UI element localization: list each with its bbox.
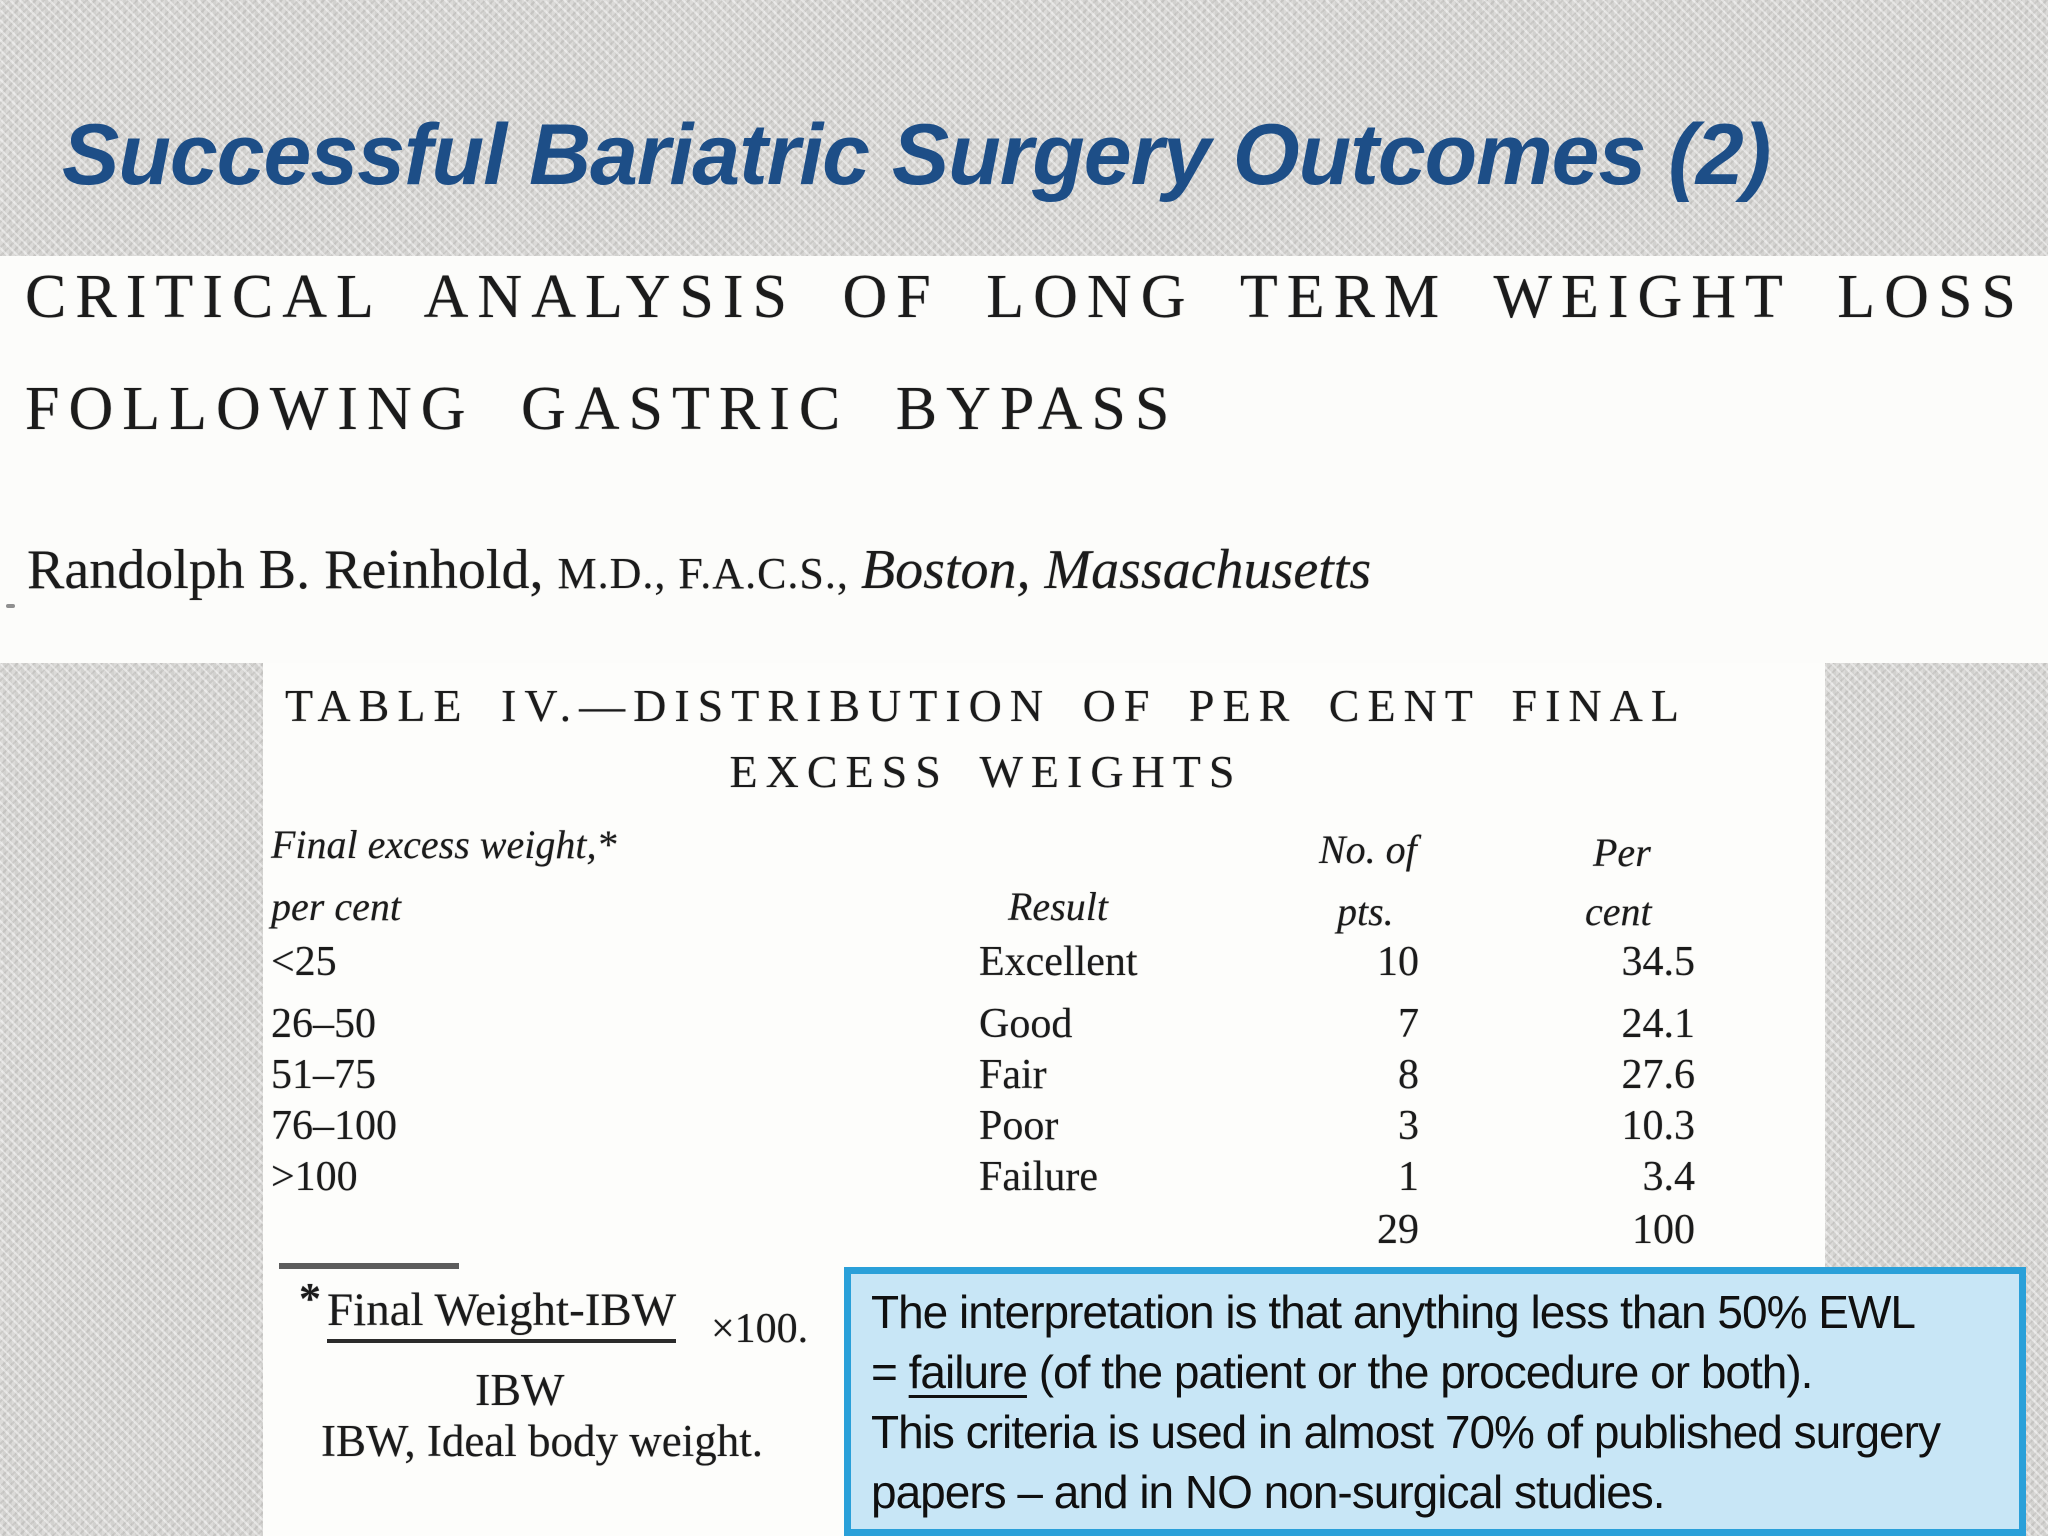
callout-line2-suffix: (of the patient or the procedure or both… [1026, 1346, 1814, 1398]
author-credentials: M.D., F.A.C.S., [557, 549, 861, 598]
cell-total-pts: 29 [1377, 1207, 1419, 1253]
footnote-rule [279, 1263, 459, 1269]
cell-pts: 10 [1377, 939, 1419, 985]
cell-result: Failure [979, 1154, 1098, 1200]
paper-headline-line1: CRITICAL ANALYSIS OF LONG TERM WEIGHT LO… [25, 263, 2025, 331]
table-caption-line2: EXCESS WEIGHTS [729, 746, 1243, 797]
cell-result: Fair [979, 1052, 1047, 1098]
col-header-per: Per [1593, 830, 1651, 875]
cell-range: 51–75 [271, 1052, 376, 1098]
scan-speck [6, 604, 15, 608]
col-header-per-cent-label: per cent [271, 884, 401, 929]
author-name: Randolph B. Reinhold, [27, 539, 558, 601]
callout-line3: This criteria is used in almost 70% of p… [871, 1406, 1941, 1458]
callout-line2-prefix: = [871, 1346, 909, 1398]
callout-line2: = failure (of the patient or the procedu… [871, 1342, 2019, 1402]
footnote-denominator: IBW [475, 1364, 565, 1415]
cell-pct: 3.4 [1642, 1154, 1696, 1200]
cell-pts: 1 [1398, 1154, 1419, 1200]
paper-header-scan: CRITICAL ANALYSIS OF LONG TERM WEIGHT LO… [0, 256, 2048, 663]
footnote-numerator: Final Weight-IBW [327, 1283, 677, 1343]
cell-range: 26–50 [271, 1001, 376, 1047]
paper-author-line: Randolph B. Reinhold, M.D., F.A.C.S., Bo… [27, 538, 1371, 602]
callout-line2-underlined: failure [908, 1346, 1028, 1398]
col-header-no-of: No. of [1319, 827, 1417, 872]
col-header-pts: pts. [1337, 889, 1394, 934]
cell-pts: 7 [1398, 1001, 1419, 1047]
cell-pts: 3 [1398, 1103, 1419, 1149]
footnote-asterisk: * [299, 1274, 321, 1323]
footnote-definition: IBW, Ideal body weight. [321, 1416, 764, 1466]
author-location: Boston, Massachusetts [860, 539, 1372, 601]
callout-line1: The interpretation is that anything less… [871, 1286, 1916, 1338]
slide-title: Successful Bariatric Surgery Outcomes (2… [62, 107, 1771, 203]
cell-total-pct: 100 [1632, 1207, 1695, 1253]
cell-result: Excellent [979, 939, 1138, 985]
footnote-multiplier: ×100. [711, 1306, 809, 1352]
cell-pct: 24.1 [1621, 1001, 1696, 1047]
col-header-cent: cent [1585, 889, 1652, 934]
cell-pts: 8 [1398, 1052, 1419, 1098]
table-caption-line1: TABLE IV.—DISTRIBUTION OF PER CENT FINAL [285, 680, 1687, 731]
cell-range: <25 [271, 939, 337, 985]
cell-range: >100 [271, 1154, 358, 1200]
col-header-result: Result [1008, 884, 1108, 929]
paper-headline-line2: FOLLOWING GASTRIC BYPASS [25, 375, 1179, 443]
cell-pct: 27.6 [1621, 1052, 1696, 1098]
cell-pct: 34.5 [1621, 939, 1696, 985]
cell-result: Good [979, 1001, 1073, 1047]
col-header-final-excess-weight: Final excess weight,* [271, 822, 617, 867]
callout-line4: papers – and in NO non-surgical studies. [871, 1466, 1666, 1518]
cell-pct: 10.3 [1621, 1103, 1696, 1149]
cell-range: 76–100 [271, 1103, 397, 1149]
interpretation-callout: The interpretation is that anything less… [844, 1267, 2026, 1536]
cell-result: Poor [979, 1103, 1059, 1149]
